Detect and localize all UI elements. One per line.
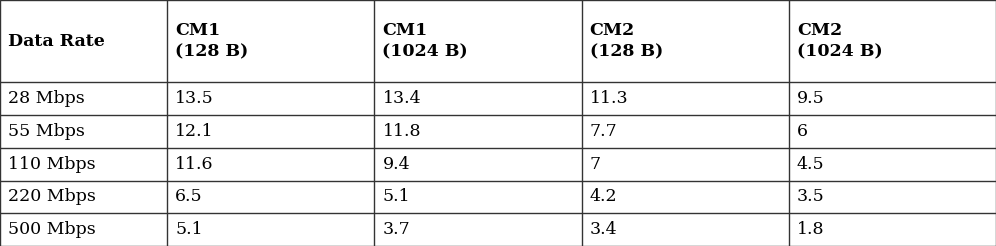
Text: 1.8: 1.8 xyxy=(797,221,825,238)
Text: CM2
(1024 B): CM2 (1024 B) xyxy=(797,22,882,61)
Text: 13.4: 13.4 xyxy=(382,90,421,107)
Text: 6: 6 xyxy=(797,123,808,140)
Text: 12.1: 12.1 xyxy=(175,123,214,140)
Text: 5.1: 5.1 xyxy=(175,221,203,238)
Text: 11.8: 11.8 xyxy=(382,123,421,140)
Text: 9.4: 9.4 xyxy=(382,156,410,173)
Text: 500 Mbps: 500 Mbps xyxy=(8,221,96,238)
Text: 3.5: 3.5 xyxy=(797,188,825,205)
Text: 3.4: 3.4 xyxy=(590,221,618,238)
Text: 28 Mbps: 28 Mbps xyxy=(8,90,85,107)
Text: 11.3: 11.3 xyxy=(590,90,628,107)
Text: 7: 7 xyxy=(590,156,601,173)
Text: CM1
(128 B): CM1 (128 B) xyxy=(175,22,249,61)
Text: 7.7: 7.7 xyxy=(590,123,618,140)
Text: 55 Mbps: 55 Mbps xyxy=(8,123,85,140)
Text: 5.1: 5.1 xyxy=(382,188,410,205)
Text: 220 Mbps: 220 Mbps xyxy=(8,188,96,205)
Text: 9.5: 9.5 xyxy=(797,90,825,107)
Text: CM2
(128 B): CM2 (128 B) xyxy=(590,22,663,61)
Text: CM1
(1024 B): CM1 (1024 B) xyxy=(382,22,468,61)
Text: 6.5: 6.5 xyxy=(175,188,203,205)
Text: 3.7: 3.7 xyxy=(382,221,410,238)
Text: 4.2: 4.2 xyxy=(590,188,618,205)
Text: 13.5: 13.5 xyxy=(175,90,214,107)
Text: 110 Mbps: 110 Mbps xyxy=(8,156,96,173)
Text: Data Rate: Data Rate xyxy=(8,33,105,50)
Text: 4.5: 4.5 xyxy=(797,156,825,173)
Text: 11.6: 11.6 xyxy=(175,156,214,173)
